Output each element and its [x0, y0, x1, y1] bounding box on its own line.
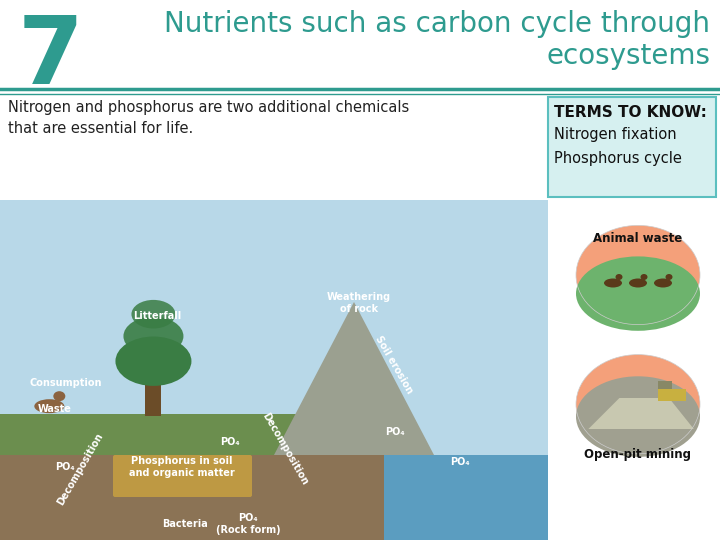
- Text: Soil erosion: Soil erosion: [374, 334, 415, 396]
- Ellipse shape: [616, 274, 623, 280]
- Bar: [658, 381, 672, 389]
- Text: Nutrients such as carbon cycle through: Nutrients such as carbon cycle through: [164, 10, 710, 38]
- Ellipse shape: [132, 300, 176, 328]
- Text: Bacteria: Bacteria: [162, 519, 208, 529]
- Text: Nitrogen and phosphorus are two additional chemicals
that are essential for life: Nitrogen and phosphorus are two addition…: [8, 100, 409, 136]
- Text: TERMS TO KNOW:: TERMS TO KNOW:: [554, 105, 707, 120]
- FancyBboxPatch shape: [0, 455, 548, 540]
- Text: PO₄
(Rock form): PO₄ (Rock form): [216, 514, 280, 535]
- Ellipse shape: [665, 274, 672, 280]
- Ellipse shape: [576, 256, 700, 331]
- FancyBboxPatch shape: [0, 200, 548, 540]
- Text: PO₄: PO₄: [220, 437, 240, 447]
- Text: PO₄: PO₄: [450, 457, 469, 467]
- Ellipse shape: [604, 279, 622, 287]
- Text: Phosphorus in soil
and organic matter: Phosphorus in soil and organic matter: [129, 456, 235, 478]
- Ellipse shape: [35, 399, 64, 413]
- Bar: [658, 389, 686, 401]
- Ellipse shape: [654, 279, 672, 287]
- FancyBboxPatch shape: [113, 455, 252, 497]
- Text: Weathering
of rock: Weathering of rock: [327, 292, 391, 314]
- Bar: [145, 361, 161, 416]
- FancyBboxPatch shape: [548, 97, 716, 197]
- Text: Waste: Waste: [37, 404, 71, 414]
- Ellipse shape: [576, 355, 700, 454]
- Ellipse shape: [576, 225, 700, 325]
- Polygon shape: [588, 398, 694, 429]
- Text: Animal waste: Animal waste: [593, 232, 683, 245]
- Ellipse shape: [53, 391, 66, 401]
- Text: Open-pit mining: Open-pit mining: [585, 448, 691, 461]
- FancyBboxPatch shape: [0, 414, 329, 455]
- Text: Litterfall: Litterfall: [133, 311, 181, 321]
- Text: ecosystems: ecosystems: [546, 42, 710, 70]
- Text: PO₄: PO₄: [55, 462, 75, 472]
- FancyBboxPatch shape: [0, 0, 720, 95]
- Text: Decomposition: Decomposition: [55, 431, 105, 507]
- Ellipse shape: [629, 279, 647, 287]
- Text: Phosphorus cycle: Phosphorus cycle: [554, 151, 682, 166]
- Ellipse shape: [115, 336, 192, 386]
- Polygon shape: [384, 455, 548, 540]
- Ellipse shape: [641, 274, 647, 280]
- Text: Decomposition: Decomposition: [260, 411, 310, 487]
- Text: Nitrogen fixation: Nitrogen fixation: [554, 127, 677, 142]
- Text: Consumption: Consumption: [30, 378, 102, 388]
- Text: 7: 7: [18, 12, 84, 104]
- Text: PO₄: PO₄: [385, 427, 405, 437]
- Ellipse shape: [576, 376, 700, 457]
- Ellipse shape: [123, 316, 184, 356]
- Polygon shape: [274, 302, 434, 455]
